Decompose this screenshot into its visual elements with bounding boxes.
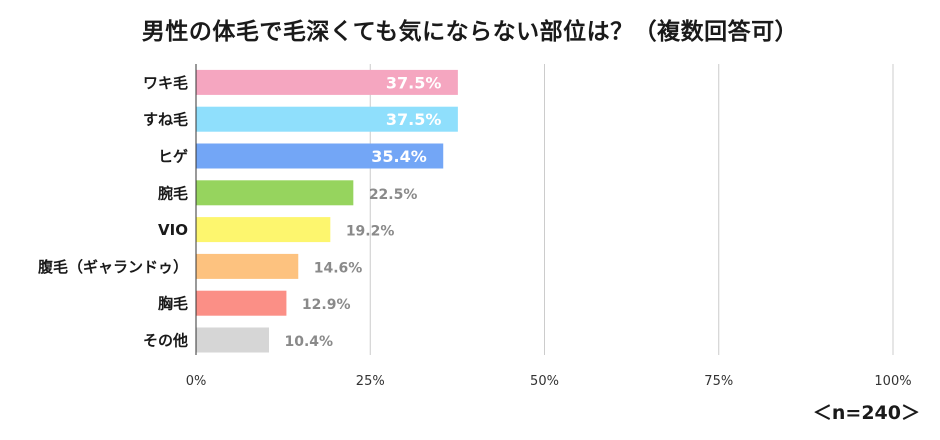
chart-title: 男性の体毛で毛深くても気にならない部位は？（複数回答可） <box>141 19 799 45</box>
value-label: 37.5% <box>386 73 442 92</box>
category-label: ヒゲ <box>158 148 188 166</box>
sample-size-label: ＜n=240＞ <box>812 402 920 424</box>
value-label: 14.6% <box>314 260 363 276</box>
category-label: その他 <box>143 332 188 350</box>
bar-3 <box>196 143 444 169</box>
value-label: 22.5% <box>369 187 418 203</box>
x-tick-label: 50% <box>530 374 559 389</box>
bar-8 <box>196 327 269 353</box>
value-label: 19.2% <box>346 224 395 240</box>
bar-2 <box>196 106 458 132</box>
x-tick-label: 75% <box>704 374 733 389</box>
category-label: 胸毛 <box>158 295 188 313</box>
bar-4 <box>196 180 354 206</box>
value-label: 12.9% <box>302 297 351 313</box>
x-tick-label: 25% <box>356 374 385 389</box>
bars <box>196 69 458 353</box>
category-label: ワキ毛 <box>143 74 188 92</box>
x-tick-label: 0% <box>186 374 207 389</box>
value-label: 37.5% <box>386 110 442 129</box>
bar-6 <box>196 253 299 279</box>
labels: 0% 25% 50% 75% 100% ワキ毛 37.5% すね毛 37.5% ヒゲ 35.4% 腕毛… <box>38 73 912 389</box>
category-label: VIO <box>158 221 188 239</box>
category-label: 腕毛 <box>158 184 188 202</box>
category-label: すね毛 <box>143 111 188 129</box>
value-label: 10.4% <box>284 334 333 350</box>
category-label: 腹毛（ギャランドゥ） <box>38 258 188 276</box>
bar-1 <box>196 69 458 95</box>
value-label: 35.4% <box>371 147 427 166</box>
bar-7 <box>196 290 287 316</box>
x-tick-label: 100% <box>874 374 911 389</box>
bar-5 <box>196 217 331 243</box>
